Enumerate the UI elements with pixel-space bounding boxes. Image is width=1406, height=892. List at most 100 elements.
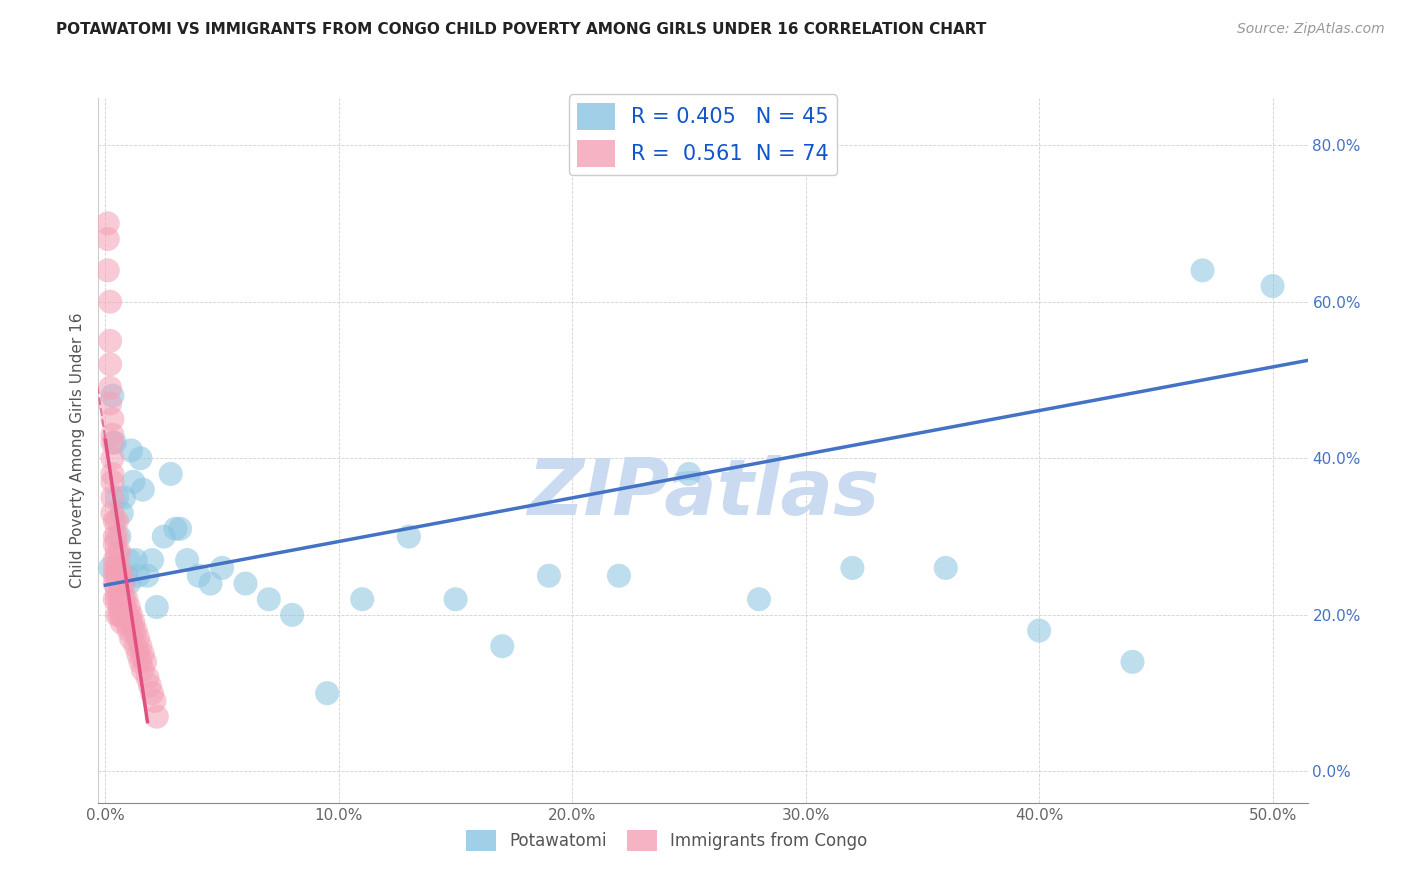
- Point: [98, 396, 121, 410]
- Point: [257, 592, 280, 607]
- Point: [935, 561, 957, 575]
- Point: [537, 568, 560, 582]
- Legend: Potawatomi, Immigrants from Congo: Potawatomi, Immigrants from Congo: [460, 823, 875, 858]
- Point: [105, 530, 128, 544]
- Point: [1028, 624, 1050, 638]
- Point: [316, 686, 339, 700]
- Point: [146, 600, 169, 615]
- Point: [101, 412, 124, 426]
- Point: [1191, 263, 1213, 277]
- Point: [115, 615, 138, 630]
- Point: [235, 576, 257, 591]
- Point: [134, 655, 156, 669]
- Point: [127, 632, 149, 646]
- Text: POTAWATOMI VS IMMIGRANTS FROM CONGO CHILD POVERTY AMONG GIRLS UNDER 16 CORRELATI: POTAWATOMI VS IMMIGRANTS FROM CONGO CHIL…: [56, 22, 987, 37]
- Point: [1261, 279, 1284, 293]
- Point: [132, 647, 155, 661]
- Point: [125, 624, 148, 638]
- Point: [101, 435, 124, 450]
- Point: [491, 639, 513, 653]
- Point: [101, 451, 124, 466]
- Point: [159, 467, 181, 481]
- Point: [165, 522, 187, 536]
- Point: [104, 435, 127, 450]
- Point: [118, 607, 141, 622]
- Point: [98, 561, 121, 575]
- Point: [352, 592, 374, 607]
- Y-axis label: Child Poverty Among Girls Under 16: Child Poverty Among Girls Under 16: [70, 313, 86, 588]
- Point: [108, 568, 131, 582]
- Point: [1121, 655, 1143, 669]
- Point: [122, 475, 145, 489]
- Point: [187, 568, 209, 582]
- Point: [98, 357, 121, 371]
- Point: [98, 381, 121, 395]
- Point: [105, 584, 128, 599]
- Point: [122, 624, 145, 638]
- Point: [98, 334, 121, 348]
- Point: [101, 389, 124, 403]
- Point: [111, 592, 134, 607]
- Point: [98, 294, 121, 309]
- Point: [122, 615, 145, 630]
- Point: [105, 607, 128, 622]
- Point: [104, 514, 127, 528]
- Point: [139, 678, 162, 692]
- Point: [104, 592, 127, 607]
- Point: [108, 561, 131, 575]
- Point: [132, 483, 155, 497]
- Point: [141, 553, 163, 567]
- Point: [127, 647, 149, 661]
- Point: [143, 694, 166, 708]
- Point: [200, 576, 222, 591]
- Point: [748, 592, 770, 607]
- Point: [136, 568, 159, 582]
- Point: [111, 607, 134, 622]
- Point: [105, 561, 128, 575]
- Point: [146, 709, 169, 723]
- Point: [120, 615, 142, 630]
- Point: [105, 568, 128, 582]
- Point: [101, 475, 124, 489]
- Point: [97, 232, 120, 246]
- Point: [115, 592, 138, 607]
- Point: [104, 553, 127, 567]
- Point: [97, 263, 120, 277]
- Point: [129, 451, 152, 466]
- Point: [127, 568, 149, 582]
- Point: [118, 600, 141, 615]
- Point: [112, 576, 135, 591]
- Point: [115, 568, 138, 582]
- Point: [101, 467, 124, 481]
- Text: ZIPatlas: ZIPatlas: [527, 455, 879, 531]
- Point: [125, 639, 148, 653]
- Point: [118, 576, 141, 591]
- Point: [141, 686, 163, 700]
- Point: [118, 624, 141, 638]
- Point: [97, 216, 120, 230]
- Point: [115, 607, 138, 622]
- Point: [105, 545, 128, 559]
- Point: [108, 592, 131, 607]
- Point: [111, 568, 134, 582]
- Point: [132, 663, 155, 677]
- Point: [101, 491, 124, 505]
- Point: [108, 576, 131, 591]
- Point: [108, 545, 131, 559]
- Point: [841, 561, 863, 575]
- Point: [111, 506, 134, 520]
- Point: [104, 537, 127, 551]
- Point: [118, 553, 141, 567]
- Point: [101, 506, 124, 520]
- Point: [104, 568, 127, 582]
- Point: [105, 514, 128, 528]
- Point: [112, 592, 135, 607]
- Point: [108, 530, 131, 544]
- Point: [112, 607, 135, 622]
- Point: [607, 568, 630, 582]
- Point: [105, 592, 128, 607]
- Point: [111, 615, 134, 630]
- Point: [176, 553, 198, 567]
- Point: [108, 607, 131, 622]
- Point: [120, 607, 142, 622]
